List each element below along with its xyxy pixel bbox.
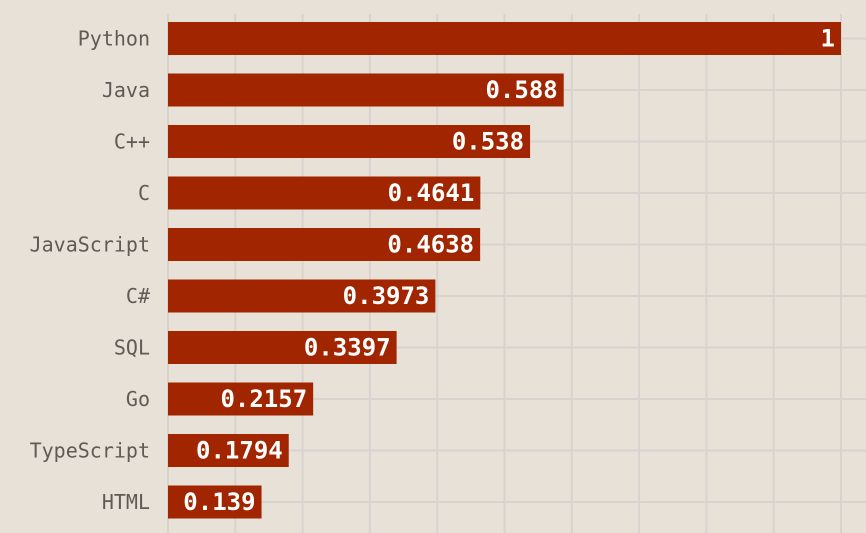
value-label: 0.4638 (387, 231, 474, 259)
category-label: TypeScript (30, 439, 150, 463)
category-label: C++ (114, 130, 150, 154)
value-label: 0.3973 (343, 282, 430, 310)
value-label: 0.4641 (388, 179, 475, 207)
value-label: 0.538 (452, 128, 524, 156)
value-label: 0.2157 (220, 385, 307, 413)
category-label: HTML (102, 490, 150, 514)
category-label: Java (102, 78, 150, 102)
value-label: 0.3397 (304, 334, 391, 362)
category-label: Go (126, 387, 150, 411)
category-label: Python (78, 27, 150, 51)
category-label: JavaScript (30, 233, 150, 257)
category-label: C (138, 181, 150, 205)
category-label: C# (126, 284, 150, 308)
value-label: 1 (821, 25, 835, 53)
value-label: 0.1794 (196, 437, 283, 465)
value-label: 0.588 (485, 76, 557, 104)
value-label: 0.139 (183, 488, 255, 516)
category-label: SQL (114, 336, 150, 360)
bar-python (168, 22, 841, 55)
